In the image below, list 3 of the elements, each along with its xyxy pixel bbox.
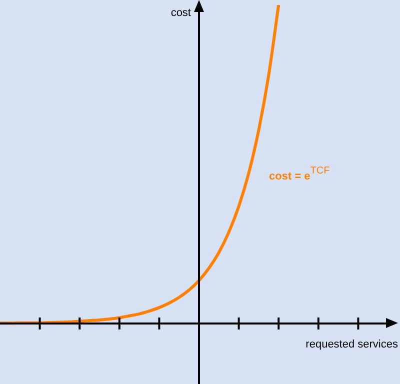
- annotation: cost = eTCF: [269, 165, 330, 182]
- y-axis-title: cost: [170, 7, 191, 19]
- x-axis-title: requested services: [306, 338, 398, 350]
